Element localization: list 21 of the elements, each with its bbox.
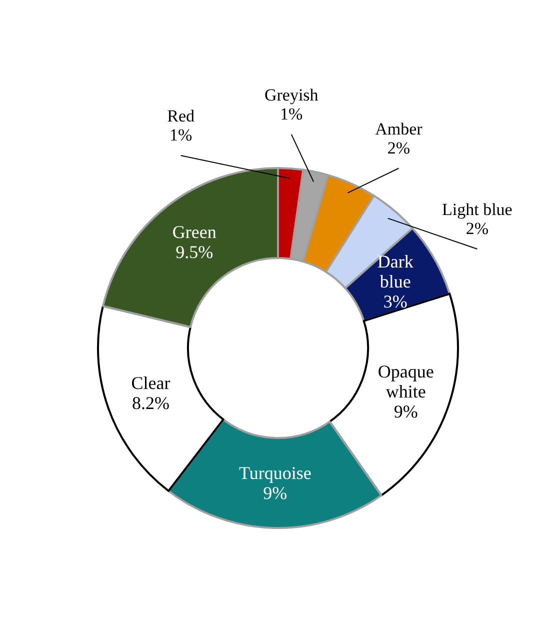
slice-label: Amber — [375, 119, 423, 138]
data-label: 9.5% — [176, 242, 214, 262]
slice-label: Turquoise — [238, 462, 312, 483]
data-label: 2% — [466, 219, 489, 238]
slice-label: Light blue — [442, 200, 512, 219]
data-label: 2% — [387, 138, 410, 158]
data-label: 9% — [394, 401, 418, 422]
slice-label: Green — [172, 222, 216, 242]
donut-slice — [97, 305, 224, 492]
slice-label: Clear — [131, 373, 170, 394]
data-label: 1% — [280, 104, 303, 124]
slice-label: Dark blue — [377, 251, 414, 292]
slice-label: Opaque white — [378, 361, 434, 402]
donut-slice — [168, 418, 382, 529]
data-label: 9% — [263, 482, 288, 503]
slice-label: Greyish — [264, 85, 319, 104]
data-label: 8.2% — [132, 393, 170, 414]
donut-slice — [328, 292, 459, 496]
data-label: 3% — [383, 291, 408, 312]
slice-label: Red — [167, 106, 195, 126]
data-label: 1% — [169, 126, 192, 145]
